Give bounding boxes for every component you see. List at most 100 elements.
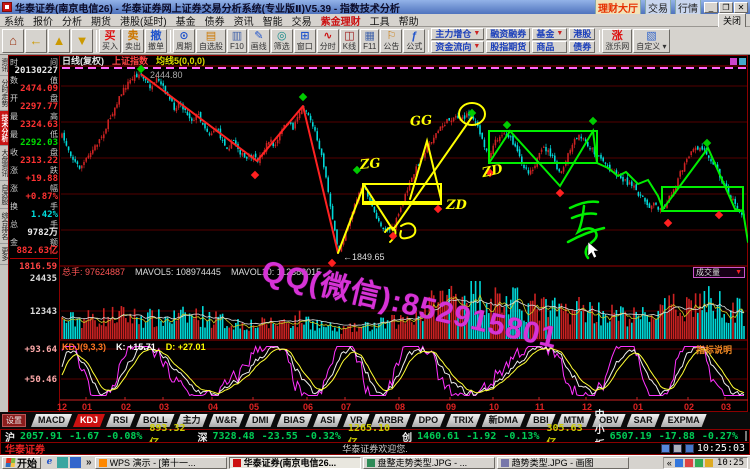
基金-button[interactable]: 基金 ▼ [532, 27, 568, 40]
indicator-tab-新DMA[interactable]: 新DMA [482, 414, 526, 427]
volume-indicator-selector[interactable]: 成交量 ▼ [693, 267, 745, 278]
sidebar-tab-综合排名[interactable]: 综合排名 [0, 209, 8, 244]
up-button[interactable]: ▲ [48, 28, 70, 53]
menu-item-分析[interactable]: 分析 [62, 16, 82, 28]
indicator-tab-BBI[interactable]: BBI [526, 414, 556, 427]
sidebar-tab-大盘资讯[interactable]: 大盘资讯 [0, 146, 8, 181]
mouse-cursor-icon [587, 241, 600, 259]
公式-button[interactable]: ƒ 公式 [403, 28, 426, 53]
menu-item-资讯[interactable]: 资讯 [233, 16, 254, 28]
network-icon[interactable] [660, 444, 670, 453]
tray-icon-2[interactable] [684, 458, 693, 467]
zoom-tool-icon[interactable] [739, 58, 746, 65]
period-label[interactable]: 日线(复权) [62, 56, 104, 66]
F11-button[interactable]: ▦ F11 [360, 28, 380, 53]
indicator-tab-MTM[interactable]: MTM [557, 414, 592, 427]
indicator-tab-ARBR[interactable]: ARBR [371, 414, 411, 427]
indicator-tab-SAR[interactable]: SAR [627, 414, 660, 427]
minimize-button[interactable]: _ [704, 1, 718, 13]
down-button[interactable]: ▼ [71, 28, 93, 53]
股指期货-button[interactable]: 股指期货 [486, 40, 531, 53]
商品-button[interactable]: 商品 [532, 40, 568, 53]
港股-button[interactable]: 港股 [569, 27, 596, 40]
menu-item-期货[interactable]: 期货 [91, 16, 111, 28]
indicator-tab-EXPMA[interactable]: EXPMA [661, 414, 707, 427]
quicklaunch-overflow-chevron[interactable]: » [86, 457, 92, 468]
自选股-button[interactable]: ▤ 自选股 [196, 28, 226, 53]
menu-item-帮助[interactable]: 帮助 [398, 16, 419, 28]
indicator-tab-ASI[interactable]: ASI [313, 414, 342, 427]
indicator-tab-MACD[interactable]: MACD [31, 414, 72, 427]
task-button[interactable]: WPS 演示 - [第十一... [94, 456, 227, 469]
主力增仓-button[interactable]: 主力增仓 ▼ [431, 27, 485, 40]
indicator-help-link[interactable]: 指标说明 [696, 345, 733, 355]
筛选-button[interactable]: ◎ 筛选 [270, 28, 293, 53]
sidebar-tab-资讯[interactable]: 资讯 [0, 55, 8, 76]
quick-launch-icon[interactable] [745, 431, 747, 441]
menu-item-紫金理财[interactable]: 紫金理财 [320, 16, 361, 28]
indicator-tab-RSI[interactable]: RSI [106, 414, 135, 427]
周期-button[interactable]: ⊙ 周期 [173, 28, 195, 53]
chart-tools-icons[interactable] [728, 58, 746, 65]
menu-item-智能[interactable]: 智能 [262, 16, 283, 28]
menu-item-系统[interactable]: 系统 [4, 16, 24, 28]
task-button[interactable]: 趋势类型.JPG - 画图 [496, 456, 629, 469]
menu-item-报价[interactable]: 报价 [33, 16, 53, 28]
back-button[interactable]: ← [25, 28, 47, 53]
symbol-label[interactable]: 上证指数 [112, 56, 149, 66]
公告-button[interactable]: ⚐ 公告 [380, 28, 403, 53]
ie-quicklaunch-icon[interactable]: e [46, 457, 53, 467]
债券-button[interactable]: 债券 [569, 40, 596, 53]
indicator-tab-TRIX[interactable]: TRIX [446, 414, 481, 427]
资金流向-button[interactable]: 资金流向 ▼ [431, 40, 485, 53]
trade-买入-button[interactable]: 买买入 [99, 28, 121, 53]
sidebar-tab-自选股[interactable]: 自选股 [0, 181, 8, 209]
ma-settings-label[interactable]: 均线5(0,0,0) [156, 56, 206, 66]
close-button[interactable]: ✕ [734, 1, 748, 13]
home-button[interactable]: ⌂ [2, 28, 24, 53]
indicator-tab-DMI[interactable]: DMI [245, 414, 276, 427]
indicator-tab-主力[interactable]: 主力 [176, 414, 208, 427]
menu-item-港股(延时)[interactable]: 港股(延时) [120, 16, 167, 28]
indicator-tab-VR[interactable]: VR [343, 414, 370, 427]
indicator-tab-KDJ[interactable]: KDJ [73, 414, 105, 427]
menu-bar: 系统 报价 分析 期货 港股(延时) 基金 债券 资讯 智能 交易 紫金理财 工具 帮助 关闭 [0, 12, 750, 28]
窗口-button[interactable]: ⊞ 窗口 [293, 28, 316, 53]
tray-icon-4[interactable] [704, 458, 713, 467]
K线-button[interactable]: ◫ K线 [339, 28, 360, 53]
indicator-tab-W&R[interactable]: W&R [209, 414, 245, 427]
自定义-button[interactable]: ▧ 自定义 ▾ [633, 28, 670, 53]
restore-button[interactable]: ❐ [719, 1, 733, 13]
tray-icon-3[interactable] [694, 458, 703, 467]
indicator-tab-BOLL[interactable]: BOLL [136, 414, 175, 427]
menu-item-工具[interactable]: 工具 [369, 16, 390, 28]
task-button[interactable]: 华泰证券(南京电信26... [228, 456, 361, 469]
sidebar-tab-分时走势[interactable]: 分时走势 [0, 76, 8, 111]
menu-item-基金[interactable]: 基金 [175, 16, 196, 28]
close-menu-button[interactable]: 关闭 [717, 12, 746, 28]
indicator-tab-OBV[interactable]: OBV [592, 414, 626, 427]
indicator-settings-button[interactable]: 设置 [2, 414, 26, 427]
分时-button[interactable]: ∿ 分时 [316, 28, 339, 53]
trade-撤单-button[interactable]: 撤撤单 [145, 28, 167, 53]
quicklaunch-icon-2[interactable] [57, 457, 68, 468]
indicator-tab-DPO[interactable]: DPO [412, 414, 446, 427]
sidebar-tab-技术分析[interactable]: 技术分析 [0, 111, 8, 146]
task-button[interactable]: 盘整走势类型.JPG - ... [362, 456, 495, 469]
trade-卖出-button[interactable]: 卖卖出 [122, 28, 144, 53]
画线-button[interactable]: ✎ 画线 [247, 28, 270, 53]
alert-icon[interactable] [672, 444, 682, 453]
draw-tool-icon[interactable] [730, 58, 737, 65]
menu-item-交易[interactable]: 交易 [291, 16, 312, 28]
tray-collapse-chevron[interactable]: « [666, 457, 672, 468]
sidebar-tab-更多[interactable]: 更多 [0, 244, 8, 265]
menu-item-债券[interactable]: 债券 [204, 16, 225, 28]
F10-button[interactable]: ▥ F10 [227, 28, 247, 53]
融资融券-button[interactable]: 融资融券 [486, 27, 531, 40]
tray-icon-1[interactable] [674, 458, 683, 467]
涨乐网-button[interactable]: 涨涨乐网 [602, 28, 633, 53]
start-button[interactable]: 开始 [2, 456, 41, 469]
indicator-tab-BIAS[interactable]: BIAS [277, 414, 313, 427]
quicklaunch-icon-3[interactable] [70, 457, 81, 468]
monitor-icon[interactable] [684, 444, 694, 453]
